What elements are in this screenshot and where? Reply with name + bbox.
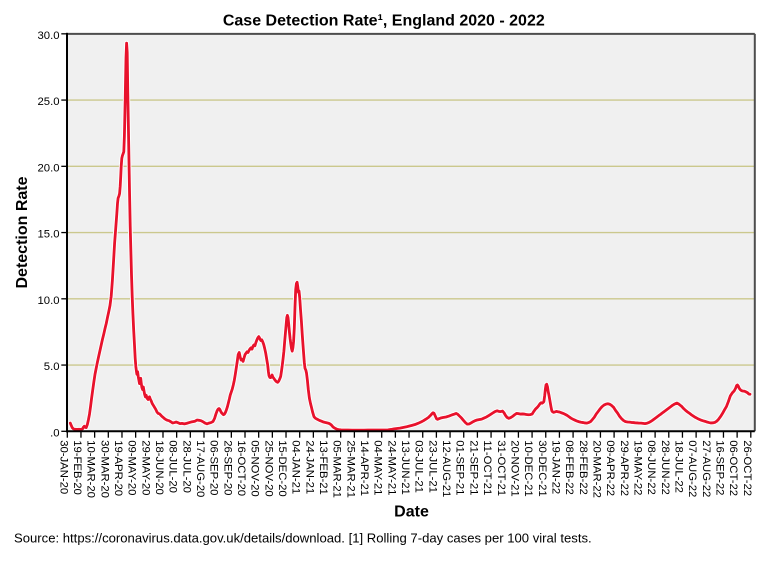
svg-text:09-APR-22: 09-APR-22 — [604, 440, 616, 496]
svg-text:29-APR-22: 29-APR-22 — [618, 440, 630, 496]
svg-text:11-OCT-21: 11-OCT-21 — [481, 440, 493, 495]
svg-text:30.0: 30.0 — [38, 30, 60, 42]
svg-text:Case Detection Rate¹, England: Case Detection Rate¹, England 2020 - 202… — [223, 13, 545, 30]
svg-text:17-AUG-20: 17-AUG-20 — [194, 440, 206, 497]
svg-text:10-DEC-21: 10-DEC-21 — [522, 440, 534, 497]
svg-text:5.0: 5.0 — [44, 361, 60, 373]
svg-text:13-JUN-21: 13-JUN-21 — [399, 440, 411, 495]
svg-text:25.0: 25.0 — [38, 96, 60, 108]
svg-text:30-DEC-21: 30-DEC-21 — [536, 440, 548, 497]
svg-text:20-MAR-22: 20-MAR-22 — [590, 440, 602, 498]
svg-text:18-JUN-20: 18-JUN-20 — [153, 440, 165, 495]
svg-text:21-SEP-21: 21-SEP-21 — [467, 440, 479, 495]
svg-text:06-SEP-20: 06-SEP-20 — [208, 440, 220, 495]
svg-text:12-AUG-21: 12-AUG-21 — [440, 440, 452, 497]
svg-text:23-JUL-21: 23-JUL-21 — [426, 440, 438, 493]
svg-text:Date: Date — [394, 504, 429, 521]
svg-text:05-MAR-21: 05-MAR-21 — [331, 440, 343, 498]
svg-text:14-APR-21: 14-APR-21 — [358, 440, 370, 496]
svg-text:Detection Rate: Detection Rate — [14, 176, 31, 288]
svg-text:26-SEP-20: 26-SEP-20 — [221, 440, 233, 495]
svg-text:03-JUL-21: 03-JUL-21 — [413, 440, 425, 493]
svg-text:20.0: 20.0 — [38, 162, 60, 174]
svg-text:13-FEB-21: 13-FEB-21 — [317, 440, 329, 495]
svg-text:10-MAR-20: 10-MAR-20 — [85, 440, 97, 498]
svg-text:27-AUG-22: 27-AUG-22 — [700, 440, 712, 497]
svg-text:19-JAN-22: 19-JAN-22 — [549, 440, 561, 494]
svg-text:10.0: 10.0 — [38, 295, 60, 307]
svg-text:Source: https://coronavirus.da: Source: https://coronavirus.data.gov.uk/… — [14, 530, 592, 545]
svg-text:24-JAN-21: 24-JAN-21 — [303, 440, 315, 494]
svg-text:16-SEP-22: 16-SEP-22 — [713, 440, 725, 495]
svg-text:28-FEB-22: 28-FEB-22 — [577, 440, 589, 495]
svg-text:05-NOV-20: 05-NOV-20 — [249, 440, 261, 497]
svg-text:28-JUL-20: 28-JUL-20 — [180, 440, 192, 493]
svg-text:30-JAN-20: 30-JAN-20 — [57, 440, 69, 494]
svg-text:20-NOV-21: 20-NOV-21 — [508, 440, 520, 497]
svg-text:19-FEB-20: 19-FEB-20 — [71, 440, 83, 495]
svg-text:28-JUN-22: 28-JUN-22 — [659, 440, 671, 495]
svg-text:08-JUN-22: 08-JUN-22 — [645, 440, 657, 495]
svg-text:15-DEC-20: 15-DEC-20 — [276, 440, 288, 497]
svg-text:31-OCT-21: 31-OCT-21 — [495, 440, 507, 496]
svg-text:30-MAR-20: 30-MAR-20 — [98, 440, 110, 498]
svg-text:25-NOV-20: 25-NOV-20 — [262, 440, 274, 497]
svg-text:15.0: 15.0 — [38, 229, 60, 241]
svg-text:24-MAY-21: 24-MAY-21 — [385, 440, 397, 495]
svg-text:19-MAY-22: 19-MAY-22 — [631, 440, 643, 495]
svg-text:25-MAR-21: 25-MAR-21 — [344, 440, 356, 498]
svg-text:19-APR-20: 19-APR-20 — [112, 440, 124, 496]
svg-text:18-JUL-22: 18-JUL-22 — [672, 440, 684, 493]
svg-text:04-JAN-21: 04-JAN-21 — [290, 440, 302, 494]
svg-text:26-OCT-22: 26-OCT-22 — [741, 440, 753, 496]
svg-text:29-MAY-20: 29-MAY-20 — [139, 440, 151, 495]
svg-text:.0: .0 — [50, 427, 59, 439]
svg-text:08-JUL-20: 08-JUL-20 — [167, 440, 179, 493]
svg-text:09-MAY-20: 09-MAY-20 — [126, 440, 138, 495]
svg-text:06-OCT-22: 06-OCT-22 — [727, 440, 739, 496]
svg-text:04-MAY-21: 04-MAY-21 — [372, 440, 384, 495]
svg-text:08-FEB-22: 08-FEB-22 — [563, 440, 575, 495]
svg-text:07-AUG-22: 07-AUG-22 — [686, 440, 698, 497]
svg-text:16-OCT-20: 16-OCT-20 — [235, 440, 247, 496]
svg-text:01-SEP-21: 01-SEP-21 — [454, 440, 466, 495]
